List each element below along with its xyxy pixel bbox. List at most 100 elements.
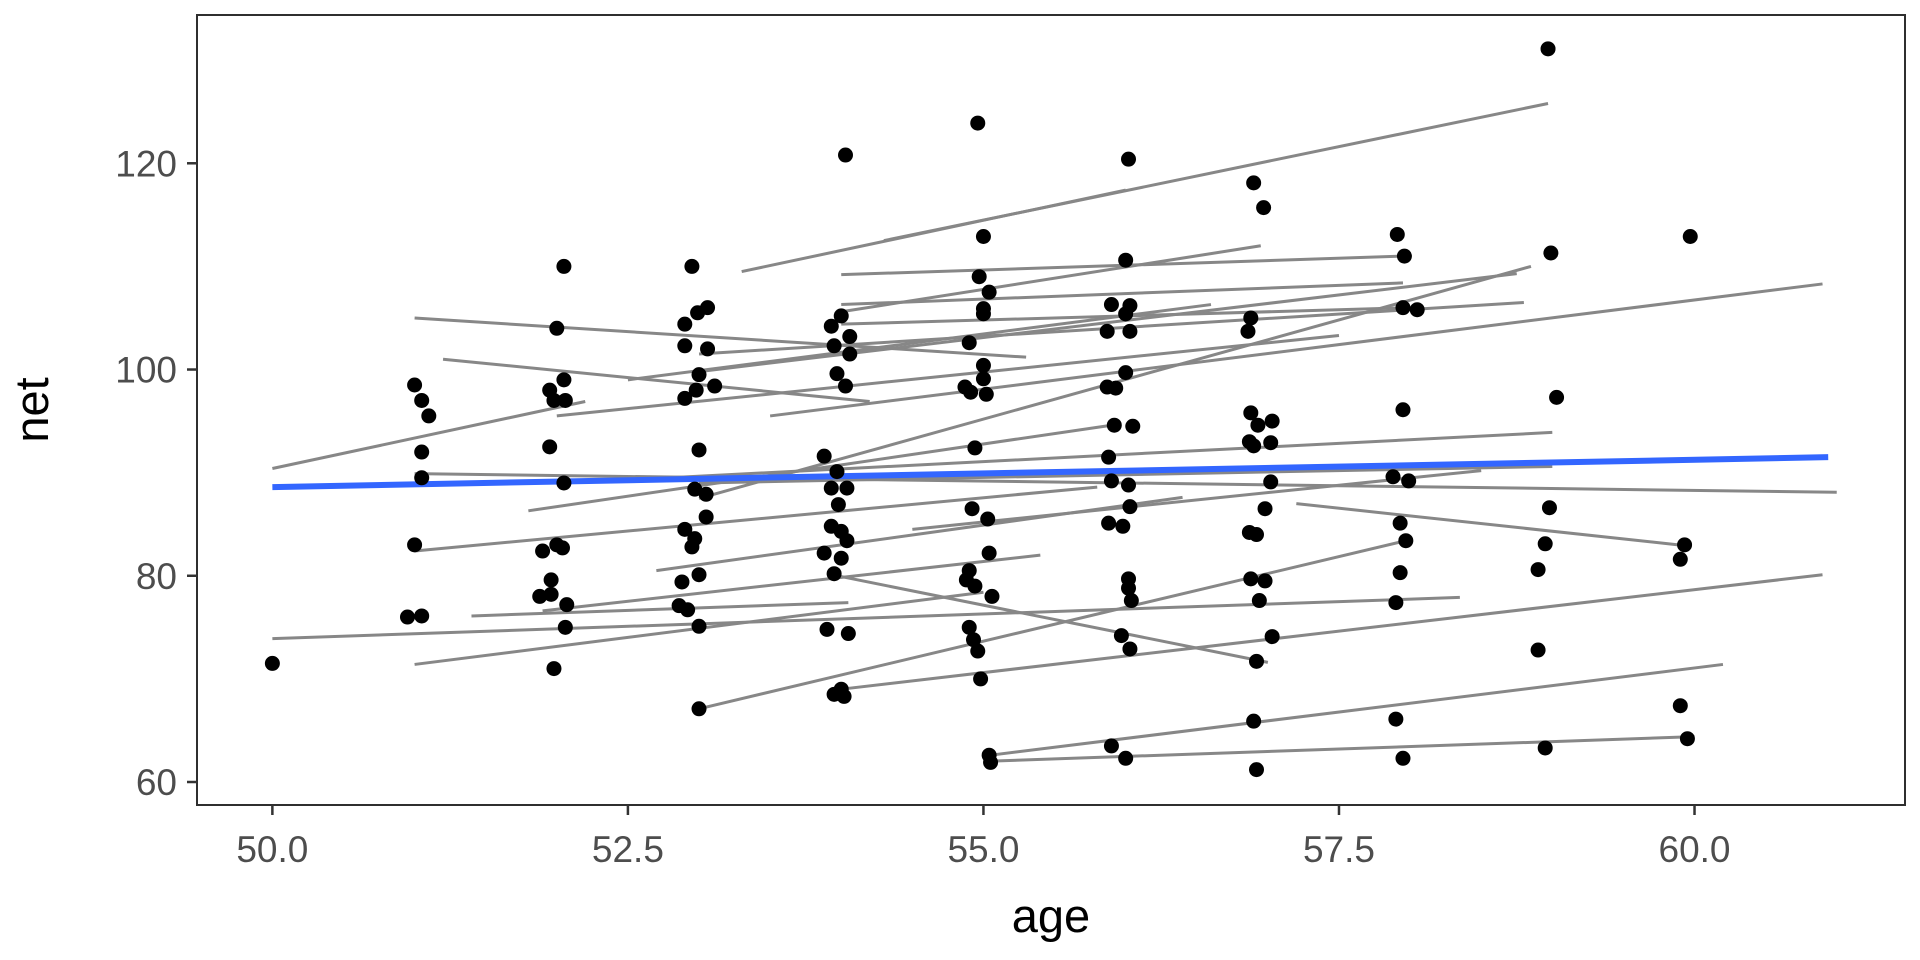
data-point [975,229,991,245]
data-point [1122,323,1138,339]
data-point [1256,200,1272,216]
data-point [970,115,986,131]
data-point [1385,469,1401,485]
data-point [556,475,572,491]
data-point [1118,750,1134,766]
data-point [830,497,846,513]
data-point [978,386,994,402]
data-point [542,439,558,455]
data-point [674,574,690,590]
data-point [965,632,981,648]
data-point [826,338,842,354]
group-line [528,423,1112,513]
data-point [414,608,430,624]
data-point [1672,551,1688,567]
data-point [984,588,1000,604]
data-point [1101,515,1117,531]
data-point [680,602,696,618]
data-point [684,539,700,555]
data-point [691,442,707,458]
data-point [833,550,849,566]
data-point [532,588,548,604]
data-point [1122,499,1138,515]
group-line [471,601,849,618]
group-line [826,572,1269,664]
x-tick-label: 52.5 [592,829,664,870]
data-point [961,619,977,635]
group-line [769,282,1823,418]
data-point [837,378,853,394]
data-point [973,671,989,687]
group-line [542,553,1041,613]
data-point [407,377,423,393]
group-line [912,469,1482,531]
group-line [698,272,1517,374]
data-point [1530,642,1546,658]
data-point [980,511,996,527]
data-point [816,448,832,464]
group-line [1296,502,1688,548]
y-tick-label: 100 [115,350,177,391]
data-point [707,378,723,394]
data-point [826,566,842,582]
data-point [1682,229,1698,245]
data-point [1395,300,1411,316]
data-point [1122,641,1138,657]
data-point [1246,438,1262,454]
data-point [414,470,430,486]
data-point [823,480,839,496]
data-point [967,440,983,456]
data-point [1409,302,1425,318]
data-point [1395,750,1411,766]
group-line [698,538,1411,711]
data-point [1099,323,1115,339]
group-line [841,573,1823,691]
data-point [1263,474,1279,490]
data-point [691,701,707,717]
smooth-trend-line [272,454,1829,491]
data-point [975,306,991,322]
group-line [442,357,870,403]
data-point [1537,740,1553,756]
data-point [842,329,858,345]
data-point [543,572,559,588]
data-point [557,392,573,408]
data-point [1123,593,1139,609]
group-line [698,464,1553,485]
data-point [1121,151,1137,167]
data-point [559,597,575,613]
data-point [833,308,849,324]
data-point [1121,580,1137,596]
y-axis: 60 80 100 120 [115,143,197,803]
data-point [698,486,714,502]
data-point [1679,731,1695,747]
data-point [1257,501,1273,517]
data-point [981,284,997,300]
data-point [1537,536,1553,552]
data-point [1118,365,1134,381]
data-point [687,481,703,497]
data-point [1672,698,1688,714]
group-line [841,281,1404,307]
data-point [829,464,845,480]
data-point [684,258,700,274]
data-point [700,341,716,357]
data-point [1101,449,1117,465]
data-point [1263,435,1279,451]
data-point [1240,323,1256,339]
group-line [414,485,1098,553]
data-point [421,408,437,424]
x-tick-label: 50.0 [236,829,308,870]
data-point [543,586,559,602]
data-point [691,567,707,583]
group-line [272,400,586,470]
data-point [964,501,980,517]
data-point [1125,418,1141,434]
x-tick-label: 55.0 [947,829,1019,870]
data-point [1543,245,1559,261]
data-point [677,390,693,406]
panel-background [197,15,1905,805]
data-point [1103,297,1119,313]
data-point [975,371,991,387]
data-point [836,688,852,704]
